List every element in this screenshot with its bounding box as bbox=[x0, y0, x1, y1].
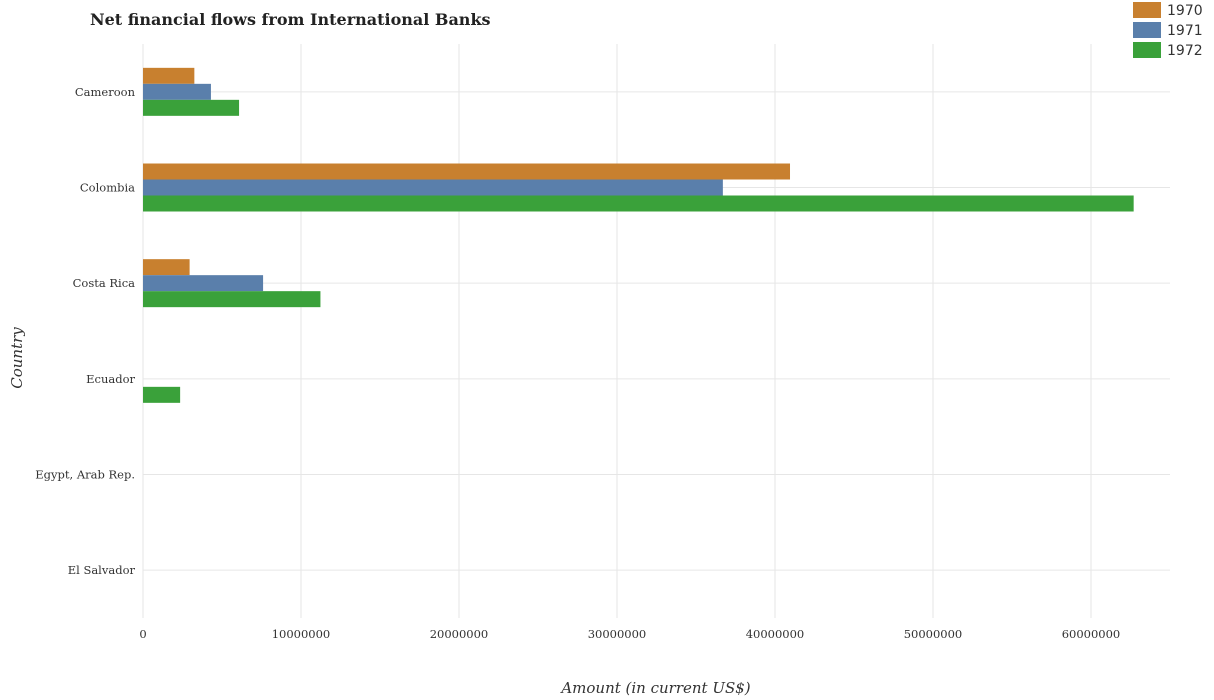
y-tick-label: El Salvador bbox=[68, 563, 136, 577]
bar-1972-ecuador bbox=[143, 386, 181, 403]
legend-label-1971: 1971 bbox=[1167, 23, 1203, 39]
y-tick-label: Cameroon bbox=[75, 85, 136, 99]
bar-1971-cameroon bbox=[143, 83, 211, 100]
bars bbox=[143, 67, 1134, 403]
legend-swatch-1972 bbox=[1133, 42, 1161, 58]
legend-label-1970: 1970 bbox=[1167, 3, 1203, 19]
bar-1970-cameroon bbox=[143, 67, 195, 84]
y-tick-label: Ecuador bbox=[86, 372, 135, 386]
bar-1972-costa-rica bbox=[143, 291, 321, 308]
bar-1970-colombia bbox=[143, 163, 791, 180]
y-axis-title: Country bbox=[8, 327, 26, 389]
bar-1971-costa-rica bbox=[143, 275, 264, 292]
x-tick-label: 50000000 bbox=[904, 627, 963, 641]
x-axis-title: Amount (in current US$) bbox=[559, 679, 750, 697]
x-tick-label: 20000000 bbox=[430, 627, 489, 641]
x-tick-label: 60000000 bbox=[1062, 627, 1121, 641]
y-axis: Cameroon Colombia Costa Rica Ecuador Egypt, … bbox=[35, 85, 135, 577]
bar-1971-colombia bbox=[143, 179, 723, 196]
x-tick-label: 10000000 bbox=[272, 627, 331, 641]
x-tick-label: 0 bbox=[139, 627, 146, 641]
y-tick-label: Colombia bbox=[80, 181, 135, 195]
legend-swatch-1970 bbox=[1133, 2, 1161, 18]
bar-1972-cameroon bbox=[143, 99, 240, 116]
x-tick-label: 40000000 bbox=[746, 627, 805, 641]
y-tick-label: Costa Rica bbox=[73, 276, 136, 290]
x-axis: 0 10000000 20000000 30000000 40000000 5000000… bbox=[139, 627, 1120, 641]
grid bbox=[142, 44, 1170, 618]
legend-swatch-1971 bbox=[1133, 22, 1161, 38]
chart-title: Net financial flows from International B… bbox=[90, 10, 491, 29]
y-tick-label: Egypt, Arab Rep. bbox=[35, 468, 135, 482]
legend: 1970 1971 1972 bbox=[1133, 2, 1203, 59]
bar-1970-costa-rica bbox=[143, 259, 190, 276]
legend-label-1972: 1972 bbox=[1167, 43, 1203, 59]
x-tick-label: 30000000 bbox=[588, 627, 647, 641]
bar-1972-colombia bbox=[143, 195, 1134, 212]
